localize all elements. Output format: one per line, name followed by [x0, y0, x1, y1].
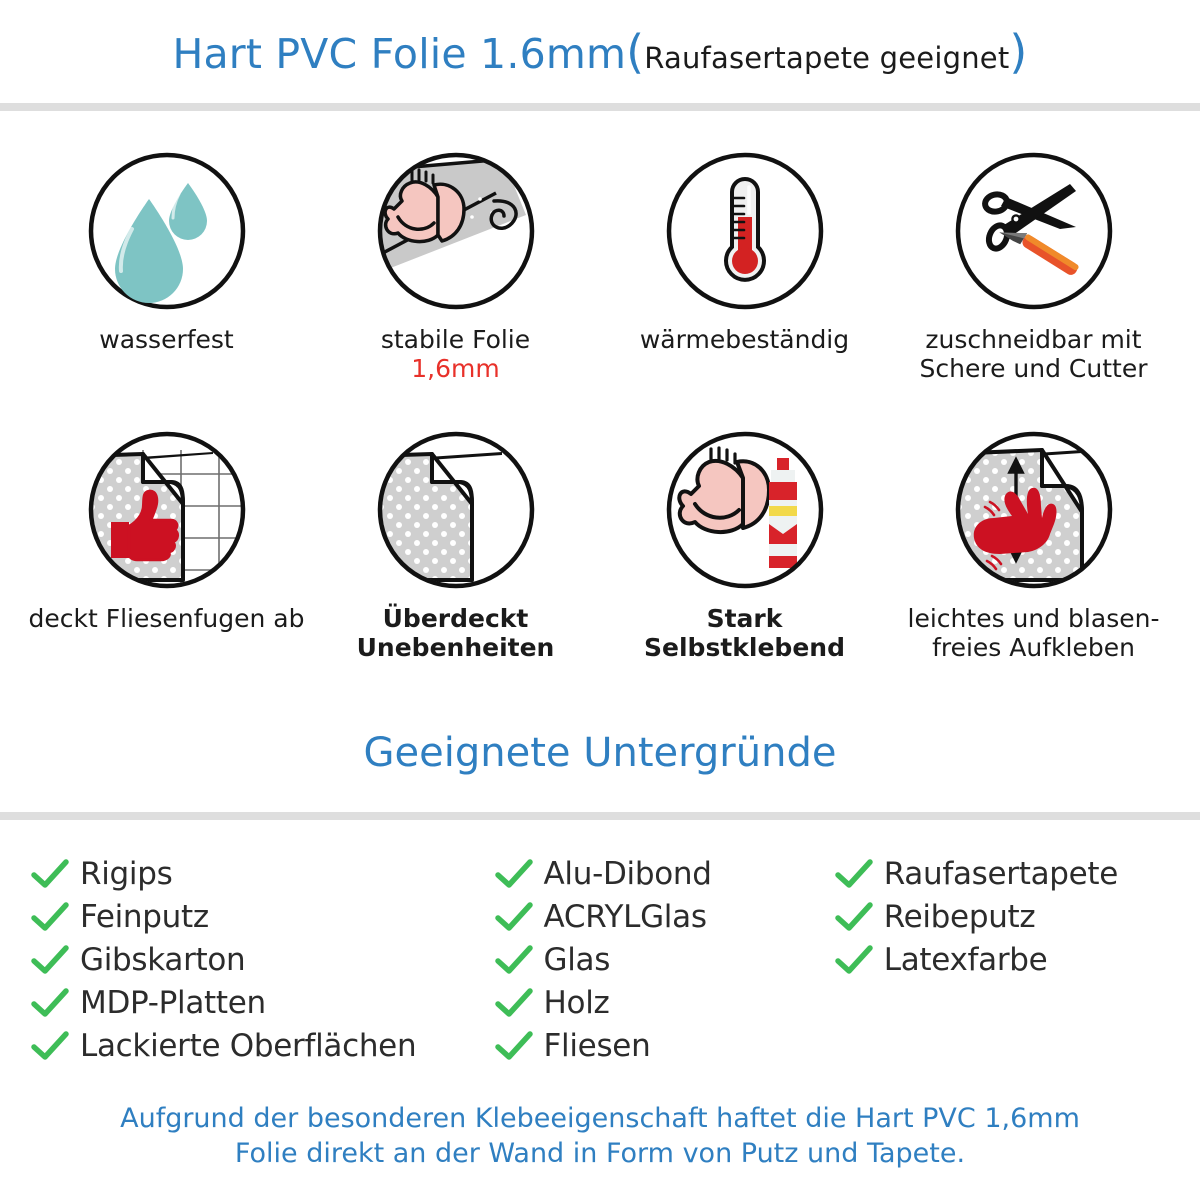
list-item: Glas [492, 938, 832, 981]
list-item: Latexfarbe [832, 938, 1172, 981]
list-item-label: Fliesen [543, 1027, 651, 1064]
checklist-column-3: Raufasertapete Reibeputz Latexfarbe [832, 852, 1172, 1067]
curled-sheet-icon [376, 430, 536, 590]
list-item: Gibskarton [28, 938, 492, 981]
check-icon [28, 901, 72, 932]
check-icon [492, 1030, 536, 1061]
feature-caption: Überdeckt Unebenheiten [357, 604, 555, 663]
caption-line-1: Überdeckt [382, 603, 529, 633]
list-item-label: ACRYLGlas [543, 898, 707, 935]
feature-row-1: wasserfest [22, 151, 1178, 384]
feature-caption: stabile Folie 1,6mm [381, 325, 530, 384]
check-icon [492, 858, 536, 889]
page-title: Hart PVC Folie 1.6mm(Raufasertapete geei… [172, 25, 1027, 79]
check-icon [492, 901, 536, 932]
feature-stark-selbstklebend: Stark Selbstklebend [600, 430, 889, 663]
footer-line-2: Folie direkt an der Wand in Form von Put… [234, 1138, 966, 1170]
feature-caption: zuschneidbar mit Schere und Cutter [920, 325, 1148, 384]
scissors-cutter-icon [954, 151, 1114, 311]
feature-zuschneidbar: zuschneidbar mit Schere und Cutter [889, 151, 1178, 384]
section-heading: Geeignete Untergründe [363, 730, 837, 776]
check-icon [492, 944, 536, 975]
feature-caption: leichtes und blasen- freies Aufkleben [908, 604, 1160, 663]
feature-caption: Stark Selbstklebend [644, 604, 845, 663]
list-item-label: Raufasertapete [883, 855, 1119, 892]
title-paren-close: ) [1009, 24, 1028, 79]
feature-caption: deckt Fliesenfugen ab [28, 604, 304, 633]
list-item: MDP-Platten [28, 981, 492, 1024]
check-icon [28, 987, 72, 1018]
caption-line-2: Unebenheiten [356, 632, 555, 662]
list-item-label: Rigips [80, 855, 173, 892]
caption-line-1: zuschneidbar mit [925, 325, 1142, 354]
list-item-label: Holz [543, 984, 610, 1021]
caption-line-1: Stark [706, 603, 783, 633]
list-item: Fliesen [492, 1024, 832, 1067]
thumbs-up-tiles-icon [87, 430, 247, 590]
thermometer-icon [665, 151, 825, 311]
caption-line-1: stabile Folie [380, 325, 531, 354]
feature-wasserfest: wasserfest [22, 151, 311, 384]
list-item-label: Gibskarton [80, 941, 246, 978]
caption-line-2: Selbstklebend [644, 632, 845, 662]
list-item-label: Feinputz [80, 898, 209, 935]
caption-line-2: Schere und Cutter [919, 354, 1148, 384]
title-paren-open: ( [626, 24, 645, 79]
divider-top [0, 103, 1200, 111]
check-icon [832, 901, 876, 932]
list-item: Feinputz [28, 895, 492, 938]
water-droplets-icon [87, 151, 247, 311]
list-item: Alu-Dibond [492, 852, 832, 895]
feature-deckt-fliesenfugen: deckt Fliesenfugen ab [22, 430, 311, 663]
list-item-label: MDP-Platten [80, 984, 266, 1021]
caption-line-1: deckt Fliesenfugen ab [28, 603, 305, 633]
feature-stabile-folie: stabile Folie 1,6mm [311, 151, 600, 384]
caption-line-2: freies Aufkleben [932, 632, 1135, 662]
check-icon [28, 1030, 72, 1061]
feature-grid: wasserfest [0, 111, 1200, 662]
check-icon [832, 944, 876, 975]
list-item: Lackierte Oberflächen [28, 1024, 492, 1067]
check-icon [492, 987, 536, 1018]
list-item-label: Glas [543, 941, 611, 978]
checklist-column-1: Rigips Feinputz Gibskarton MDP-Platten L… [28, 852, 492, 1067]
divider-middle [0, 812, 1200, 820]
list-item-label: Reibeputz [883, 898, 1036, 935]
strong-arm-foil-icon [376, 151, 536, 311]
caption-line-1: wärmebeständig [639, 325, 850, 354]
feature-caption: wärmebeständig [640, 325, 849, 354]
feature-blasenfreies-aufkleben: leichtes und blasen- freies Aufkleben [889, 430, 1178, 663]
arm-glue-tube-icon [665, 430, 825, 590]
check-icon [28, 944, 72, 975]
title-subtitle: Raufasertapete geeignet [644, 40, 1010, 75]
list-item: ACRYLGlas [492, 895, 832, 938]
checklist: Rigips Feinputz Gibskarton MDP-Platten L… [0, 820, 1200, 1067]
caption-line-1: wasserfest [99, 325, 234, 354]
feature-waermebestaendig: wärmebeständig [600, 151, 889, 384]
list-item-label: Lackierte Oberflächen [80, 1027, 417, 1064]
list-item-label: Alu-Dibond [543, 855, 712, 892]
caption-thickness: 1,6mm [411, 354, 500, 384]
check-icon [832, 858, 876, 889]
check-icon [28, 858, 72, 889]
feature-row-2: deckt Fliesenfugen ab [22, 430, 1178, 663]
hand-smoothing-icon [954, 430, 1114, 590]
checklist-column-2: Alu-Dibond ACRYLGlas Glas Holz Fliesen [492, 852, 832, 1067]
header: Hart PVC Folie 1.6mm(Raufasertapete geei… [0, 0, 1200, 103]
list-item: Raufasertapete [832, 852, 1172, 895]
list-item: Holz [492, 981, 832, 1024]
caption-line-1: leichtes und blasen- [907, 603, 1160, 633]
footer-line-1: Aufgrund der besonderen Klebeeigenschaft… [120, 1103, 1080, 1134]
title-main: Hart PVC Folie 1.6mm [172, 29, 627, 78]
list-item: Reibeputz [832, 895, 1172, 938]
list-item-label: Latexfarbe [883, 941, 1048, 978]
list-item: Rigips [28, 852, 492, 895]
footer-note: Aufgrund der besonderen Klebeeigenschaft… [0, 1101, 1200, 1171]
feature-caption: wasserfest [99, 325, 234, 354]
feature-ueberdeckt-unebenheiten: Überdeckt Unebenheiten [311, 430, 600, 663]
